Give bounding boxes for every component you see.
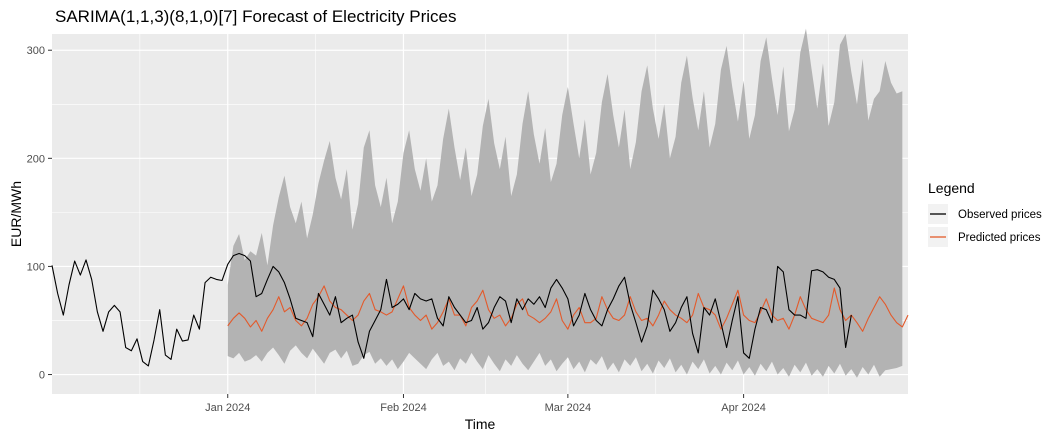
legend: Legend Observed prices Predicted prices [928,180,1042,247]
y-tick-label: 300 [27,45,45,57]
forecast-interval-layer [227,28,903,378]
y-axis-title: EUR/MWh [8,181,24,247]
y-tick-label: 0 [39,370,45,382]
legend-label-observed-prices: Observed prices [958,209,1042,221]
y-tick-label: 200 [27,153,45,165]
series-layer [51,252,909,367]
series-line-observed-prices [51,252,852,367]
x-tick-label: Apr 2024 [721,402,766,414]
x-axis-title: Time [465,416,496,432]
chart-title: SARIMA(1,1,3)(8,1,0)[7] Forecast of Elec… [55,7,457,26]
y-tick-label: 100 [27,261,45,273]
legend-label-predicted-prices: Predicted prices [958,232,1041,244]
y-axis: 0 100 200 300 [27,45,52,382]
legend-title: Legend [928,180,975,196]
x-tick-label: Mar 2024 [545,402,591,414]
x-axis: Jan 2024 Feb 2024 Mar 2024 Apr 2024 [205,394,766,414]
x-tick-label: Feb 2024 [380,402,426,414]
forecast-interval-band [227,28,903,378]
x-tick-label: Jan 2024 [205,402,250,414]
